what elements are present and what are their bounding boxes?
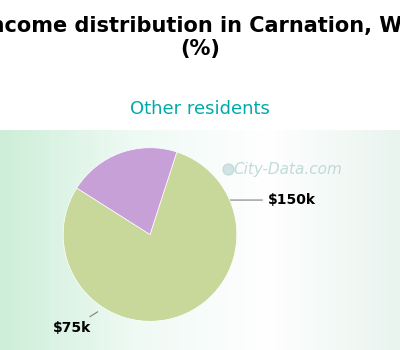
Text: $150k: $150k [211,193,316,207]
Text: Income distribution in Carnation, WA
(%): Income distribution in Carnation, WA (%) [0,16,400,59]
Text: $75k: $75k [53,312,98,335]
Text: Other residents: Other residents [130,100,270,118]
Text: City-Data.com: City-Data.com [234,162,342,177]
Wedge shape [63,152,237,321]
Wedge shape [77,148,177,234]
